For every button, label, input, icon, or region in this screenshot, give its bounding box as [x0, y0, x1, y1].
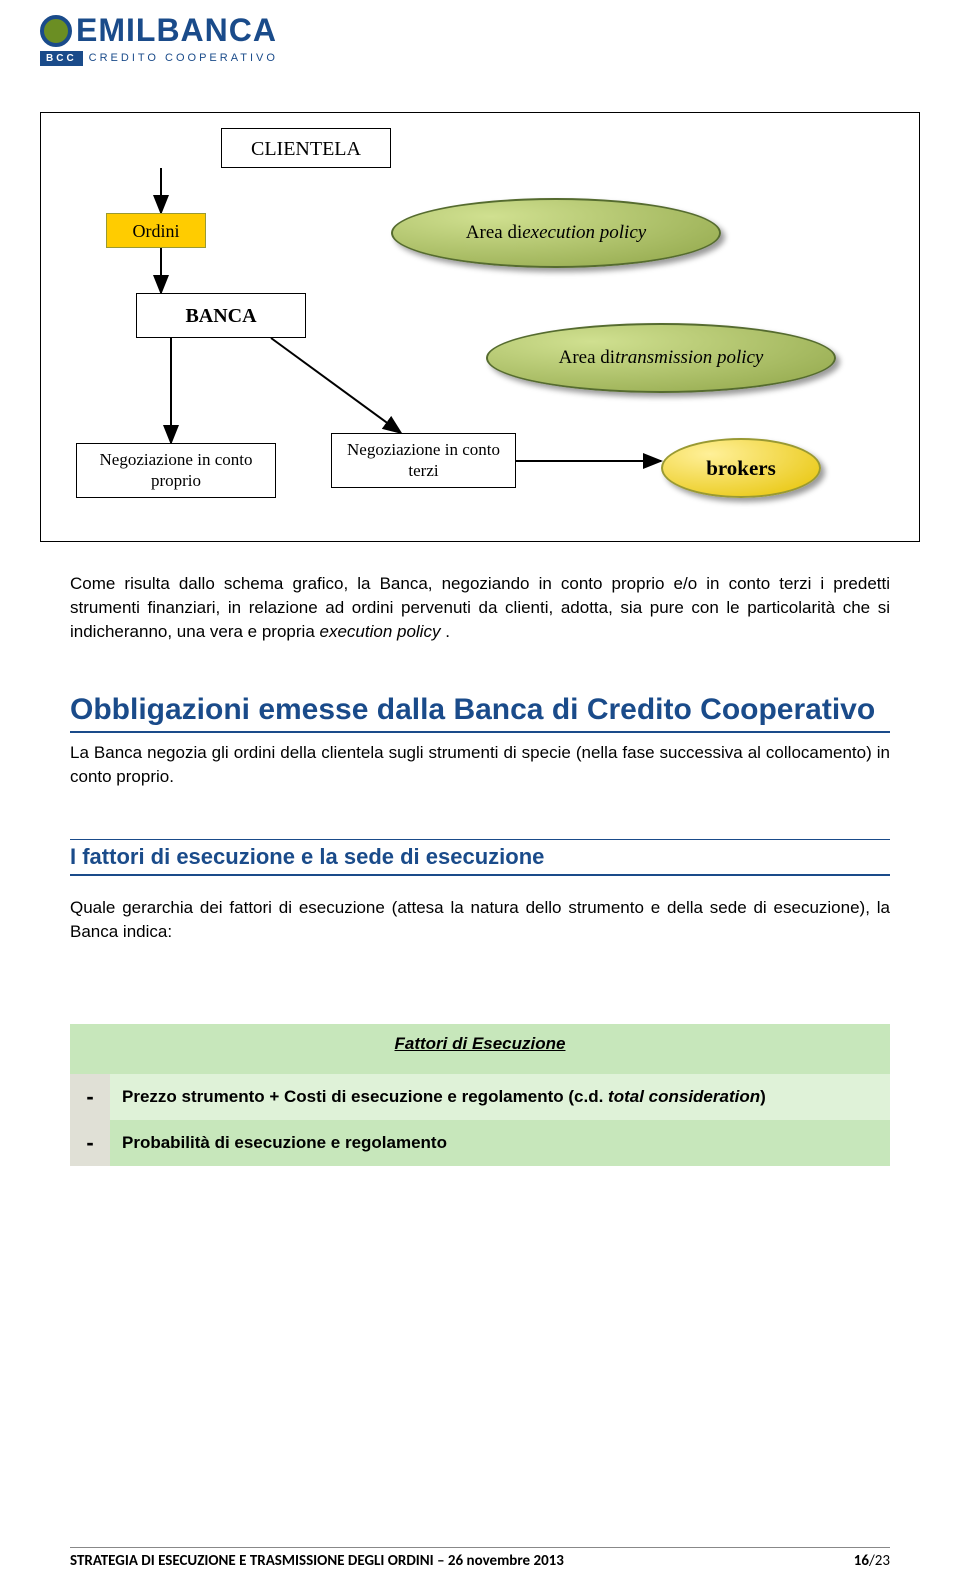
footer-title: STRATEGIA DI ESECUZIONE E TRASMISSIONE D…	[70, 1552, 564, 1570]
diagram-node-ordini: Ordini	[106, 213, 206, 248]
fattori-table: Fattori di Esecuzione - Prezzo strumento…	[70, 1024, 890, 1166]
logo-main: EMILBANCA	[40, 12, 920, 49]
page-header: EMILBANCA BCC CREDITO COOPERATIVO	[0, 0, 960, 72]
fattori-row: - Probabilità di esecuzione e regolament…	[70, 1120, 890, 1166]
diagram-node-exec_policy: Area di execution policy	[391, 198, 721, 268]
logo-sub: BCC CREDITO COOPERATIVO	[40, 51, 920, 66]
section-body-fattori: Quale gerarchia dei fattori di esecuzion…	[70, 896, 890, 944]
flow-diagram: CLIENTELA Ordini BANCA Negoziazione in cont…	[40, 112, 920, 542]
fattori-header-cell: Fattori di Esecuzione	[70, 1024, 890, 1074]
diagram-node-clientela: CLIENTELA	[221, 128, 391, 168]
bcc-badge: BCC	[40, 51, 83, 66]
logo-icon	[40, 15, 72, 47]
page-total: /23	[869, 1552, 890, 1570]
fattori-dash: -	[70, 1074, 110, 1120]
fattori-text: Probabilità di esecuzione e regolamento	[110, 1120, 890, 1166]
fattori-dash: -	[70, 1120, 110, 1166]
paragraph-below-diagram: Come risulta dallo schema grafico, la Ba…	[70, 572, 890, 643]
section-heading-obbligazioni: Obbligazioni emesse dalla Banca di Credi…	[70, 693, 890, 733]
diagram-node-neg_terzi: Negoziazione in conto terzi	[331, 433, 516, 488]
fattori-row: - Prezzo strumento + Costi di esecuzione…	[70, 1074, 890, 1120]
logo-subline: CREDITO COOPERATIVO	[89, 52, 278, 64]
diagram-node-banca: BANCA	[136, 293, 306, 338]
page-current: 16	[854, 1552, 869, 1570]
footer-page: 16/23	[854, 1552, 890, 1570]
fattori-text: Prezzo strumento + Costi di esecuzione e…	[110, 1074, 890, 1120]
fattori-header-row: Fattori di Esecuzione	[70, 1024, 890, 1074]
section-body-obbligazioni: La Banca negozia gli ordini della client…	[70, 741, 890, 789]
page-footer: STRATEGIA DI ESECUZIONE E TRASMISSIONE D…	[70, 1547, 890, 1570]
diagram-node-neg_proprio: Negoziazione in conto proprio	[76, 443, 276, 498]
logo: EMILBANCA BCC CREDITO COOPERATIVO	[40, 12, 920, 66]
logo-name: EMILBANCA	[76, 12, 277, 48]
diagram-node-brokers: brokers	[661, 438, 821, 498]
diagram-node-trans_policy: Area di transmission policy	[486, 323, 836, 393]
section-heading-fattori: I fattori di esecuzione e la sede di ese…	[70, 839, 890, 876]
